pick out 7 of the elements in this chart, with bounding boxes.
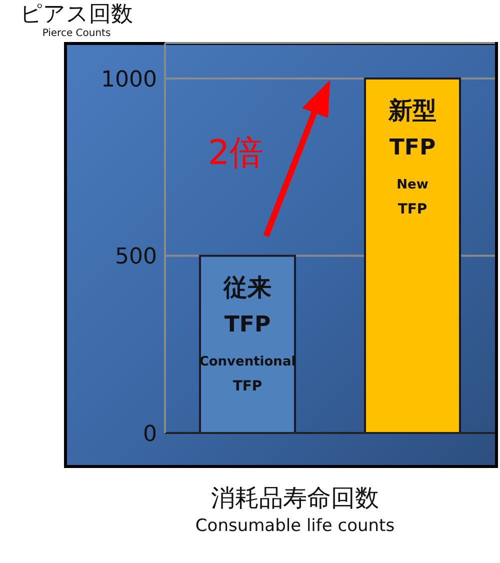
x-axis-title: 消耗品寿命回数 Consumable life counts (194, 483, 396, 538)
y-tick-label: 1000 (101, 67, 157, 92)
y-tick-label: 500 (115, 244, 157, 270)
y-axis-title: ピアス回数 Pierce Counts (20, 2, 133, 40)
x-tick-label: 新型 TFP New TFP (388, 96, 436, 218)
annotation: 2倍 (208, 132, 264, 175)
y-tick-label: 0 (143, 422, 157, 447)
